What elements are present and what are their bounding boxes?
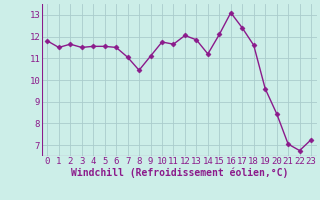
X-axis label: Windchill (Refroidissement éolien,°C): Windchill (Refroidissement éolien,°C) [70,168,288,178]
